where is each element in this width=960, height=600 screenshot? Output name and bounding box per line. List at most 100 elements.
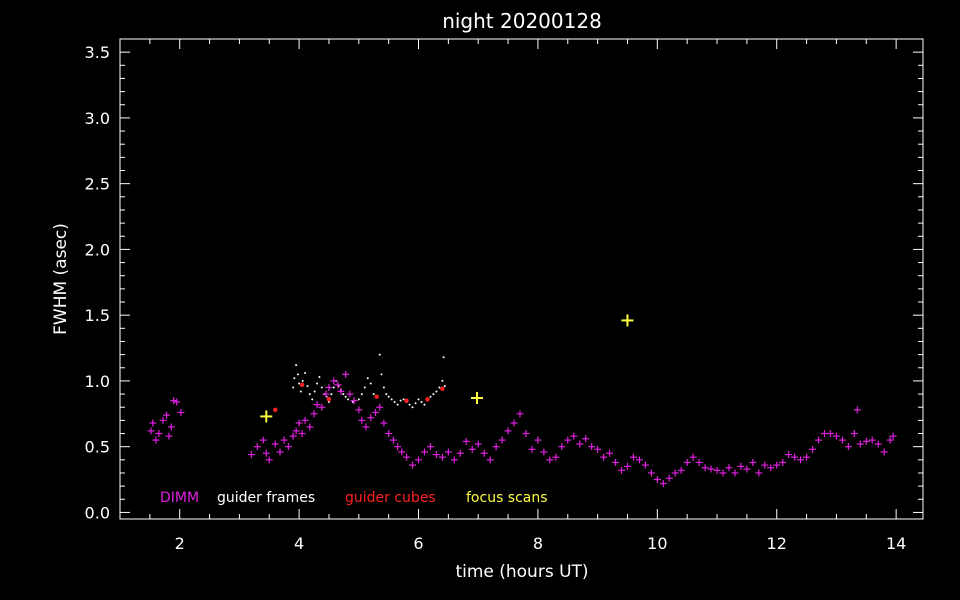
- data-point: [797, 456, 805, 464]
- data-point: [564, 436, 572, 444]
- data-point: [325, 383, 333, 391]
- data-point: [588, 443, 596, 451]
- data-point: [351, 400, 354, 403]
- data-point: [629, 453, 637, 461]
- data-point: [337, 387, 345, 395]
- data-point: [310, 410, 318, 418]
- data-point: [641, 461, 649, 469]
- data-point: [826, 430, 834, 438]
- data-point: [298, 430, 306, 438]
- data-point: [415, 456, 423, 464]
- data-point: [295, 419, 303, 427]
- data-point: [600, 453, 608, 461]
- data-point: [443, 385, 446, 388]
- data-point: [552, 453, 560, 461]
- data-point: [713, 466, 721, 474]
- data-point: [262, 449, 270, 457]
- data-point: [498, 436, 506, 444]
- data-point: [474, 440, 482, 448]
- data-point: [313, 401, 321, 409]
- data-point: [393, 400, 396, 403]
- data-point: [440, 386, 445, 392]
- data-point: [417, 398, 420, 401]
- data-point: [334, 381, 342, 389]
- data-point: [647, 469, 655, 477]
- series-guider-cubes: [273, 382, 445, 413]
- data-point: [367, 414, 375, 422]
- data-point: [689, 453, 697, 461]
- data-point: [411, 406, 414, 409]
- data-point: [396, 403, 399, 406]
- data-point: [659, 479, 667, 487]
- y-tick-label: 3.5: [85, 43, 110, 62]
- data-point: [444, 448, 452, 456]
- data-point: [853, 406, 861, 414]
- data-point: [304, 372, 307, 375]
- data-point: [149, 419, 157, 427]
- data-point: [318, 403, 326, 411]
- legend-entry: DIMM: [160, 490, 199, 506]
- y-tick-label: 2.5: [85, 175, 110, 194]
- data-point: [671, 469, 679, 477]
- data-point: [707, 465, 715, 473]
- data-point: [398, 448, 406, 456]
- data-point: [403, 453, 411, 461]
- data-point: [874, 440, 882, 448]
- data-point: [280, 436, 288, 444]
- data-point: [832, 432, 840, 440]
- data-point: [815, 436, 823, 444]
- data-point: [432, 451, 440, 459]
- data-point: [350, 397, 358, 405]
- data-point: [450, 456, 458, 464]
- data-point: [432, 393, 435, 396]
- data-point: [284, 443, 292, 451]
- data-point: [366, 377, 369, 380]
- data-point: [318, 375, 321, 378]
- chart-title: night 20200128: [442, 9, 602, 33]
- data-point: [540, 448, 548, 456]
- data-point: [173, 398, 181, 406]
- data-point: [719, 469, 727, 477]
- data-point: [767, 464, 775, 472]
- data-point: [850, 430, 858, 438]
- data-point: [322, 390, 330, 398]
- data-point: [522, 430, 530, 438]
- data-point: [653, 476, 661, 484]
- data-point: [372, 393, 375, 396]
- legend-entry: focus scans: [466, 490, 548, 506]
- data-point: [387, 395, 390, 398]
- data-point: [316, 382, 319, 385]
- data-point: [289, 432, 297, 440]
- data-point: [743, 465, 751, 473]
- data-point: [442, 356, 445, 359]
- data-point: [311, 398, 314, 401]
- data-point: [299, 382, 305, 388]
- data-point: [480, 449, 488, 457]
- x-tick-label: 12: [767, 534, 787, 553]
- data-point: [528, 445, 536, 453]
- data-point: [844, 443, 852, 451]
- data-point: [404, 398, 409, 403]
- data-point: [385, 393, 388, 396]
- data-point: [838, 436, 846, 444]
- data-point: [546, 456, 554, 464]
- data-point: [399, 399, 402, 402]
- data-point: [683, 458, 691, 466]
- data-point: [486, 456, 494, 464]
- data-point: [301, 416, 309, 424]
- plot-frame: [119, 38, 924, 520]
- data-point: [623, 462, 631, 470]
- data-point: [152, 436, 160, 444]
- y-tick-label: 0.5: [85, 438, 110, 457]
- data-point: [677, 466, 685, 474]
- data-point: [785, 451, 793, 459]
- data-point: [803, 453, 811, 461]
- data-point: [380, 373, 383, 376]
- data-point: [880, 448, 888, 456]
- data-point: [438, 453, 446, 461]
- data-point: [147, 427, 155, 435]
- data-point: [332, 386, 335, 389]
- y-axis-label: FWHM (asec): [51, 223, 71, 335]
- data-point: [357, 398, 360, 401]
